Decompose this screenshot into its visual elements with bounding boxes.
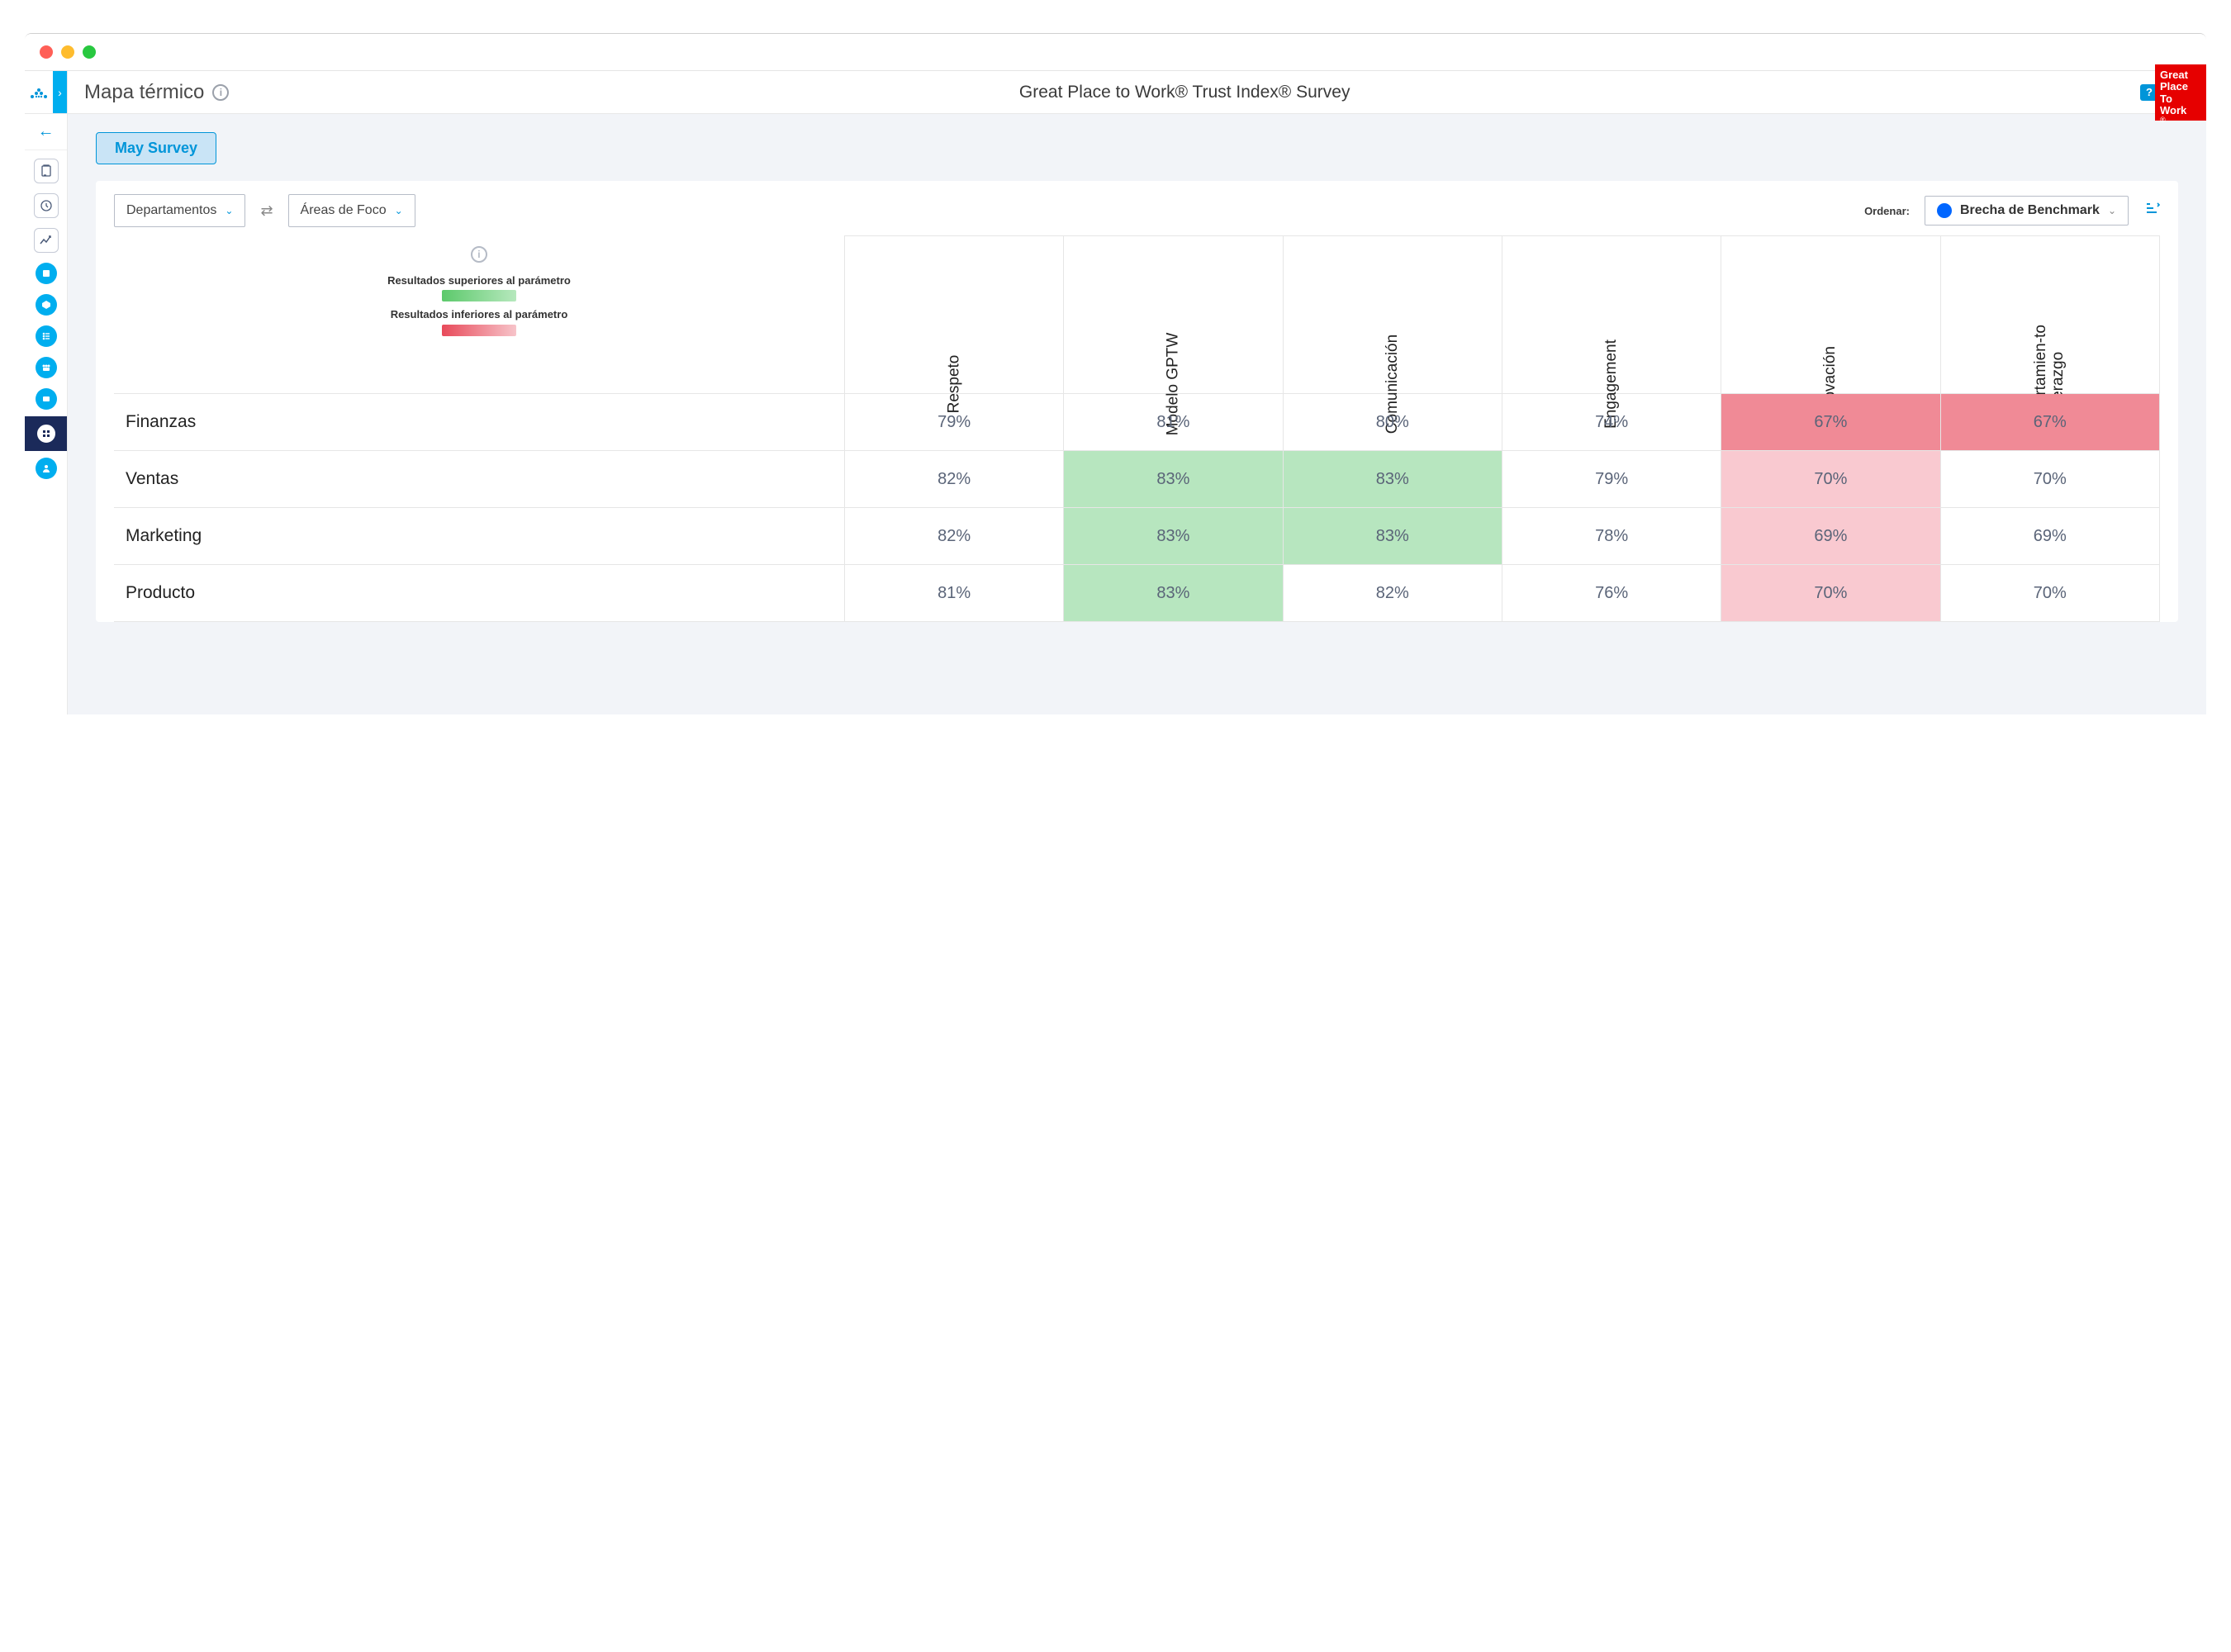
heatmap-cell[interactable]: 83% [1064,565,1283,622]
survey-filter-pill[interactable]: May Survey [96,132,216,164]
heatmap-cell[interactable]: 83% [1064,508,1283,565]
expand-sidebar-button[interactable]: › [53,71,67,113]
nav-analytics-icon[interactable] [34,228,59,253]
sort-label: Ordenar: [1864,205,1910,217]
close-window-icon[interactable] [40,45,53,59]
nav-item-4[interactable] [36,357,57,378]
sort-by-select[interactable]: Brecha de Benchmark ⌄ [1925,196,2129,225]
table-row: Finanzas79%81%80%74%67%67% [114,394,2160,451]
heatmap-cell[interactable]: 69% [1940,508,2159,565]
legend-red-bar [442,325,516,336]
nav-heatmap-active-icon[interactable] [36,423,57,444]
table-row: Marketing82%83%83%78%69%69% [114,508,2160,565]
gptw-logo-badge: Great Place To Work® [2155,64,2206,121]
info-icon[interactable]: i [471,246,487,263]
browser-frame: › ← [25,33,2206,714]
column-header[interactable]: Comportamien-to del Liderazgo [1940,236,2159,394]
heatmap-cell[interactable]: 78% [1502,508,1721,565]
column-header[interactable]: Engagement [1502,236,1721,394]
table-row: Ventas82%83%83%79%70%70% [114,451,2160,508]
minimize-window-icon[interactable] [61,45,74,59]
heatmap-cell[interactable]: 83% [1283,451,1502,508]
survey-title: Great Place to Work® Trust Index® Survey [240,83,2129,102]
left-navigation-rail: › ← [25,71,68,714]
heatmap-cell[interactable]: 82% [844,508,1063,565]
page-title: Mapa térmico i [84,81,229,104]
row-label[interactable]: Finanzas [114,394,844,451]
heatmap-cell[interactable]: 70% [1721,565,1940,622]
heatmap-cell[interactable]: 74% [1502,394,1721,451]
column-header[interactable]: Comunicación [1283,236,1502,394]
swap-axes-button[interactable]: ⇄ [260,202,273,220]
heatmap-cell[interactable]: 79% [844,394,1063,451]
heatmap-cell[interactable]: 69% [1721,508,1940,565]
cols-dimension-select[interactable]: Áreas de Foco ⌄ [288,194,415,227]
nav-item-2[interactable] [36,294,57,316]
heatmap-cell[interactable]: 67% [1940,394,2159,451]
back-button[interactable]: ← [25,114,67,150]
row-label[interactable]: Producto [114,565,844,622]
heatmap-cell[interactable]: 67% [1721,394,1940,451]
chevron-down-icon: ⌄ [225,205,233,216]
heatmap-cell[interactable]: 82% [844,451,1063,508]
chevron-down-icon: ⌄ [2108,205,2116,216]
heatmap-cell[interactable]: 76% [1502,565,1721,622]
heatmap-cell[interactable]: 83% [1283,508,1502,565]
heatmap-cell[interactable]: 81% [1064,394,1283,451]
legend-below-label: Resultados inferiores al parámetro [126,308,833,321]
legend-above-label: Resultados superiores al parámetro [126,274,833,287]
heatmap-cell[interactable]: 81% [844,565,1063,622]
nav-item-7[interactable] [36,458,57,479]
heatmap-cell[interactable]: 70% [1721,451,1940,508]
heatmap-cell[interactable]: 82% [1283,565,1502,622]
heatmap-cell[interactable]: 70% [1940,451,2159,508]
column-header[interactable]: Respeto [844,236,1063,394]
nav-item-3[interactable] [36,325,57,347]
top-bar: Mapa térmico i Great Place to Work® Trus… [68,71,2206,114]
maximize-window-icon[interactable] [83,45,96,59]
nav-item-5[interactable] [36,388,57,410]
nav-history-icon[interactable] [34,193,59,218]
nav-clipboard-icon[interactable] [34,159,59,183]
column-header[interactable]: Modelo GPTW [1064,236,1283,394]
sort-direction-icon[interactable] [2143,200,2160,221]
column-header[interactable]: Innovación [1721,236,1940,394]
row-label[interactable]: Ventas [114,451,844,508]
heatmap-cell[interactable]: 70% [1940,565,2159,622]
sort-color-dot [1937,203,1952,218]
rows-dimension-select[interactable]: Departamentos ⌄ [114,194,245,227]
info-icon[interactable]: i [212,84,229,101]
heatmap-cell[interactable]: 80% [1283,394,1502,451]
legend-green-bar [442,290,516,301]
heatmap-cell[interactable]: 83% [1064,451,1283,508]
heatmap-cell[interactable]: 79% [1502,451,1721,508]
legend-cell: i Resultados superiores al parámetro Res… [114,236,844,394]
heatmap-panel: Departamentos ⌄ ⇄ Áreas de Foco ⌄ Ordena… [96,181,2178,622]
nav-item-1[interactable] [36,263,57,284]
app-logo-icon[interactable] [25,71,53,113]
row-label[interactable]: Marketing [114,508,844,565]
table-row: Producto81%83%82%76%70%70% [114,565,2160,622]
window-traffic-lights [25,34,2206,70]
heatmap-table: i Resultados superiores al parámetro Res… [114,235,2160,622]
chevron-down-icon: ⌄ [395,205,403,216]
